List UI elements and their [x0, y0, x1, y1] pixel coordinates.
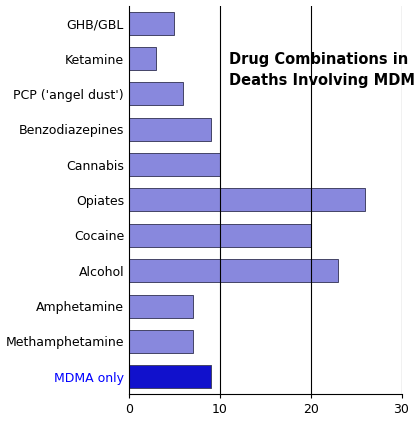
Bar [129, 295, 193, 317]
Bar [129, 12, 174, 35]
Bar [129, 47, 156, 70]
Bar [129, 82, 183, 106]
Bar [129, 118, 211, 141]
Bar [129, 259, 338, 282]
Bar [129, 330, 193, 353]
Text: Drug Combinations in
Deaths Involving MDMA: Drug Combinations in Deaths Involving MD… [229, 51, 415, 87]
Bar [129, 189, 365, 211]
Bar [129, 365, 211, 388]
Bar [129, 153, 220, 176]
Bar [129, 224, 311, 247]
